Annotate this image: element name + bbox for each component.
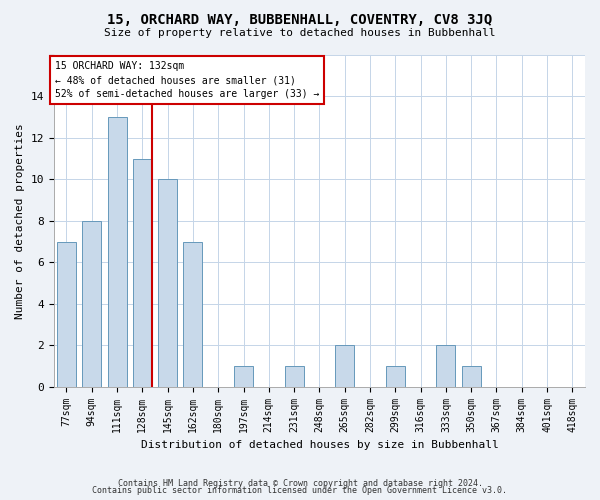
Bar — [284, 366, 304, 386]
Bar — [461, 366, 481, 386]
Bar — [107, 117, 127, 386]
Bar — [57, 242, 76, 386]
Text: Size of property relative to detached houses in Bubbenhall: Size of property relative to detached ho… — [104, 28, 496, 38]
Bar — [436, 345, 455, 387]
Y-axis label: Number of detached properties: Number of detached properties — [15, 123, 25, 318]
Text: 15 ORCHARD WAY: 132sqm
← 48% of detached houses are smaller (31)
52% of semi-det: 15 ORCHARD WAY: 132sqm ← 48% of detached… — [55, 61, 319, 99]
Text: Contains HM Land Registry data © Crown copyright and database right 2024.: Contains HM Land Registry data © Crown c… — [118, 478, 482, 488]
Text: 15, ORCHARD WAY, BUBBENHALL, COVENTRY, CV8 3JQ: 15, ORCHARD WAY, BUBBENHALL, COVENTRY, C… — [107, 12, 493, 26]
Bar — [82, 221, 101, 386]
Text: Contains public sector information licensed under the Open Government Licence v3: Contains public sector information licen… — [92, 486, 508, 495]
Bar — [386, 366, 405, 386]
Bar — [234, 366, 253, 386]
Bar — [133, 158, 152, 386]
Bar — [335, 345, 354, 387]
Bar — [184, 242, 202, 386]
Bar — [158, 180, 177, 386]
X-axis label: Distribution of detached houses by size in Bubbenhall: Distribution of detached houses by size … — [140, 440, 498, 450]
